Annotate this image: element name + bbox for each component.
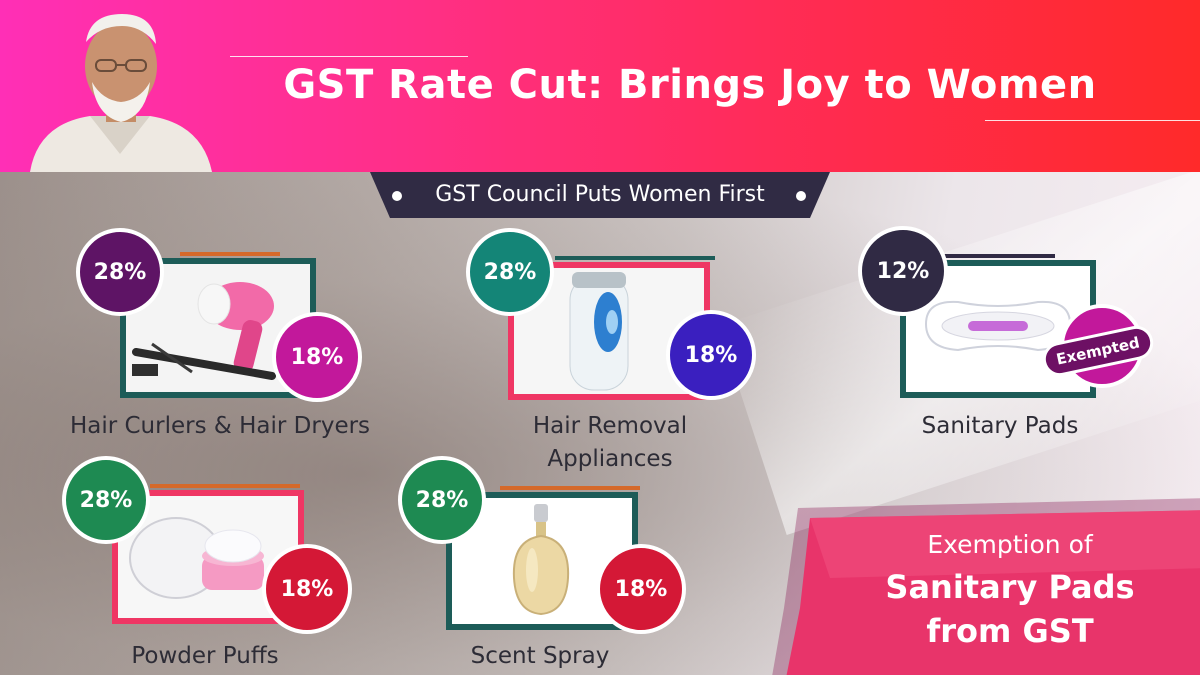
old-rate-badge: 28% (466, 228, 554, 316)
subtitle: GST Council Puts Women First (435, 182, 765, 207)
product-label: Powder Puffs (131, 643, 279, 669)
frame-accent (150, 484, 300, 488)
old-rate-badge: 28% (62, 456, 150, 544)
header-banner (0, 0, 1200, 172)
header-top-rule (230, 56, 468, 57)
portrait-image (30, 14, 212, 172)
hair-dryer-icon (132, 282, 276, 380)
product-label: Sanitary Pads (921, 413, 1079, 439)
header-bottom-rule (985, 120, 1200, 121)
old-rate-badge: 28% (76, 228, 164, 316)
new-rate-badge: 18% (272, 312, 362, 402)
epilator-icon (569, 272, 629, 391)
powder-puff-icon (129, 517, 264, 599)
old-rate-badge: 12% (858, 226, 948, 316)
new-rate-badge: 18% (596, 544, 686, 634)
frame-accent (935, 254, 1055, 258)
frame-accent (180, 252, 280, 256)
old-rate-badge: 28% (398, 456, 486, 544)
new-rate-badge: 18% (666, 310, 756, 400)
sanitary-pad-icon (924, 300, 1072, 352)
frame-accent (500, 486, 640, 490)
callout-line-3: from GST (926, 612, 1094, 650)
bullet-dot-right (796, 191, 806, 201)
product-label: Scent Spray (470, 643, 610, 669)
new-rate-badge: 18% (262, 544, 352, 634)
product-label: Hair Curlers & Hair Dryers (69, 413, 371, 439)
product-label: Hair Removal Appliances (532, 413, 688, 472)
callout-text: Exemption of Sanitary Pads from GST (850, 525, 1170, 653)
bullet-dot-left (392, 191, 402, 201)
callout-line-1: Exemption of (927, 530, 1093, 559)
callout-box (772, 498, 1200, 675)
perfume-bottle-icon (512, 504, 570, 616)
frame-accent (555, 256, 715, 260)
page-title: GST Rate Cut: Brings Joy to Women (283, 62, 1097, 108)
callout-line-2: Sanitary Pads (885, 568, 1135, 606)
subtitle-banner (370, 172, 830, 218)
